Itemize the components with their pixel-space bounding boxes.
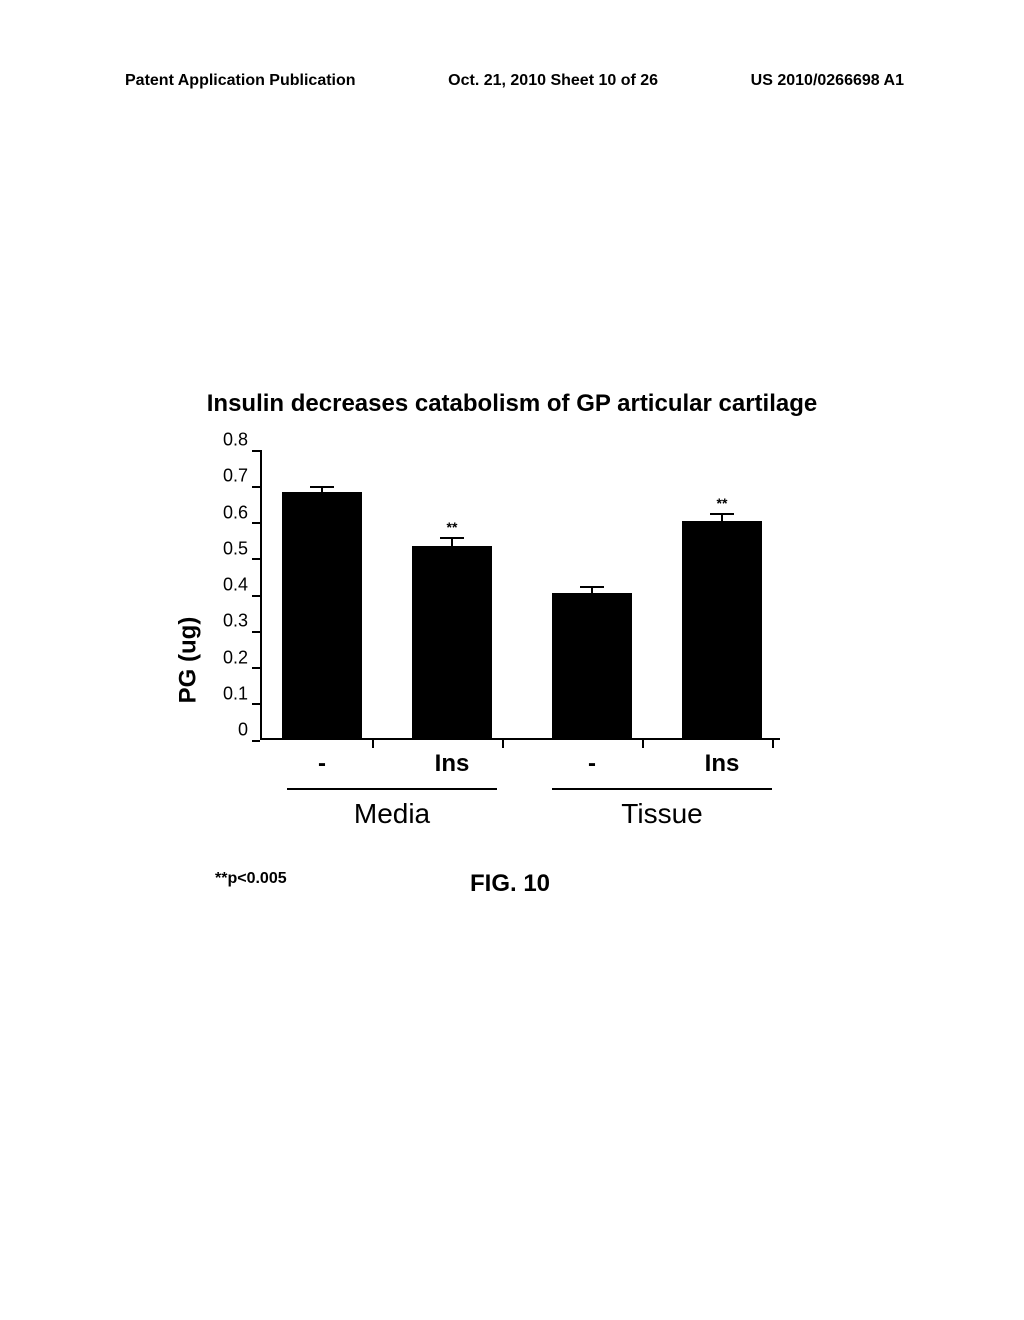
header-center: Oct. 21, 2010 Sheet 10 of 26 <box>448 72 658 90</box>
y-tick-mark <box>252 522 260 524</box>
y-tick-mark <box>252 595 260 597</box>
y-tick-label: 0.5 <box>223 538 248 559</box>
y-tick-mark <box>252 667 260 669</box>
chart-container: PG (ug) 00.10.20.30.40.50.60.70.8 -**Ins… <box>175 450 825 870</box>
y-tick-label: 0.2 <box>223 647 248 668</box>
y-tick-label: 0.8 <box>223 430 248 451</box>
error-bar <box>451 537 453 546</box>
y-tick-label: 0.3 <box>223 611 248 632</box>
significance-marker: ** <box>447 519 458 535</box>
bar <box>552 593 632 738</box>
y-tick-mark <box>252 450 260 452</box>
y-tick-mark <box>252 486 260 488</box>
group-underline <box>552 788 772 790</box>
bar: ** <box>682 521 762 739</box>
error-cap <box>580 586 604 588</box>
y-tick-label: 0 <box>238 720 248 741</box>
x-tick-label: Ins <box>435 750 470 778</box>
page-header: Patent Application Publication Oct. 21, … <box>0 72 1024 90</box>
y-tick-label: 0.4 <box>223 575 248 596</box>
y-axis-label: PG (ug) <box>174 617 202 704</box>
chart-title: Insulin decreases catabolism of GP artic… <box>0 390 1024 418</box>
x-tick-label: - <box>318 750 326 778</box>
group-label: Tissue <box>621 798 702 830</box>
y-tick-label: 0.6 <box>223 502 248 523</box>
header-right: US 2010/0266698 A1 <box>751 72 904 90</box>
p-value-note: **p<0.005 <box>215 870 287 888</box>
bar <box>282 492 362 739</box>
y-axis: 00.10.20.30.40.50.60.70.8 <box>235 450 260 740</box>
header-left: Patent Application Publication <box>125 72 356 90</box>
error-cap <box>440 537 464 539</box>
y-tick-label: 0.7 <box>223 466 248 487</box>
error-cap <box>310 486 334 488</box>
error-cap <box>710 513 734 515</box>
y-tick-mark <box>252 631 260 633</box>
bar: ** <box>412 546 492 738</box>
plot-area: -**Ins-**InsMediaTissue <box>260 450 780 740</box>
y-tick-mark <box>252 740 260 742</box>
x-tick-mark <box>772 740 774 748</box>
x-tick-mark <box>372 740 374 748</box>
y-tick-mark <box>252 703 260 705</box>
y-tick-mark <box>252 558 260 560</box>
x-tick-mark <box>502 740 504 748</box>
x-tick-label: - <box>588 750 596 778</box>
significance-marker: ** <box>717 495 728 511</box>
error-bar <box>591 586 593 593</box>
group-underline <box>287 788 497 790</box>
x-tick-label: Ins <box>705 750 740 778</box>
y-tick-label: 0.1 <box>223 683 248 704</box>
x-tick-mark <box>642 740 644 748</box>
group-label: Media <box>354 798 430 830</box>
error-bar <box>721 513 723 520</box>
error-bar <box>321 486 323 491</box>
figure-label: FIG. 10 <box>470 870 550 898</box>
